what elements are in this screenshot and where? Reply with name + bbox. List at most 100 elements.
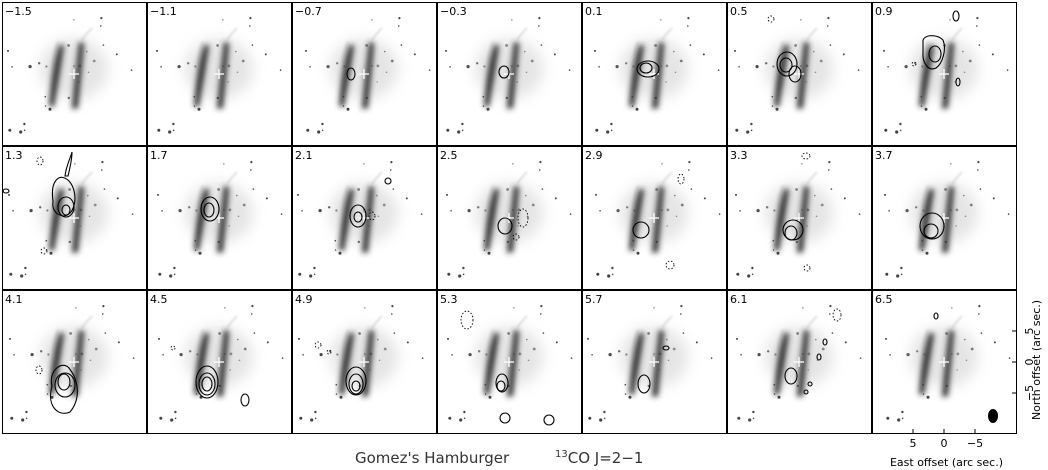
field-star (265, 197, 268, 200)
field-star (884, 193, 886, 196)
cross-icon (359, 69, 369, 79)
field-star (391, 313, 393, 315)
cross-icon (214, 69, 224, 79)
channel-panel (2, 146, 147, 290)
field-star (596, 272, 600, 276)
field-star (299, 416, 303, 420)
contour-line (784, 367, 798, 385)
nebula-lobe-west (72, 330, 84, 397)
x-axis-label: East offset (arc sec.) (890, 456, 1003, 469)
field-star (461, 122, 464, 126)
contour-line (952, 10, 960, 22)
nebula-lobe-west (942, 330, 954, 397)
field-star (925, 251, 929, 255)
contour-line (636, 60, 660, 78)
field-star (842, 53, 845, 56)
field-star (157, 128, 161, 132)
co-contours (170, 345, 250, 407)
field-star (103, 188, 106, 190)
field-star (44, 95, 47, 98)
nebula-wisp (197, 171, 238, 217)
field-star (771, 105, 774, 107)
field-star (540, 305, 543, 308)
field-star (739, 210, 741, 212)
negative-contour (170, 345, 176, 351)
negative-contour (512, 233, 520, 241)
field-star (773, 383, 776, 386)
field-star (857, 69, 860, 71)
field-star (896, 274, 900, 278)
nebula-lobe-west (942, 42, 954, 109)
nebula-lobe-west (942, 186, 954, 253)
velocity-label: 4.5 (150, 293, 168, 306)
field-star (179, 353, 183, 357)
field-star (467, 209, 471, 213)
field-star (157, 193, 159, 196)
field-star (594, 49, 596, 52)
nebula-lobe-west (362, 42, 374, 109)
contour-line (955, 77, 961, 87)
contour-line (57, 196, 75, 218)
field-star (117, 341, 120, 344)
field-star (393, 332, 396, 334)
nebula-lobe-west (72, 42, 84, 109)
nebula-lobe-west (362, 186, 374, 253)
panel-frame (727, 146, 872, 290)
field-star (173, 266, 176, 270)
cross-icon (69, 213, 79, 223)
nebula-lobe-west (652, 330, 664, 397)
field-star (302, 354, 304, 356)
field-star (250, 161, 253, 164)
panel-frame (147, 290, 292, 434)
contour-line (498, 65, 510, 79)
field-star (468, 353, 472, 357)
field-star (740, 354, 742, 356)
field-star (162, 354, 164, 356)
field-star (752, 410, 755, 414)
field-star (321, 122, 324, 126)
cross-icon (504, 357, 514, 367)
channel-panel (2, 2, 147, 146)
x-tick-label: −5 (967, 437, 983, 450)
negative-contour (326, 349, 332, 355)
panel-frame (727, 2, 872, 146)
panel-frame (147, 146, 292, 290)
field-star (775, 107, 779, 111)
velocity-label: 2.5 (440, 149, 458, 162)
contour-line (776, 51, 798, 77)
nebula-lobe-east (484, 44, 499, 107)
field-star (160, 66, 162, 68)
field-star (313, 273, 316, 276)
field-star (44, 105, 47, 107)
field-star (653, 307, 655, 309)
nebula-lobe-east (49, 332, 64, 395)
field-star (177, 65, 181, 69)
field-star (611, 273, 614, 276)
channel-panel (292, 146, 437, 290)
field-star (24, 273, 27, 276)
field-star (101, 161, 104, 164)
field-star (830, 188, 833, 190)
field-star (7, 49, 9, 52)
field-star (976, 17, 979, 20)
velocity-label: 5.3 (440, 293, 458, 306)
field-star (689, 44, 692, 46)
field-star (249, 25, 251, 27)
field-star (859, 357, 862, 359)
field-star (688, 169, 690, 171)
field-star (827, 17, 830, 20)
nebula-lobe-east (629, 188, 644, 251)
field-star (156, 49, 158, 52)
field-star (314, 410, 317, 414)
cross-icon (649, 213, 659, 223)
field-star (661, 163, 663, 165)
field-star (38, 62, 41, 65)
field-star (843, 197, 846, 200)
nebula-lobe-west (507, 330, 519, 397)
field-star (888, 210, 890, 212)
field-star (8, 193, 10, 196)
panel-frame (292, 2, 437, 146)
field-star (9, 272, 13, 276)
field-star (554, 197, 557, 200)
field-star (887, 66, 889, 68)
